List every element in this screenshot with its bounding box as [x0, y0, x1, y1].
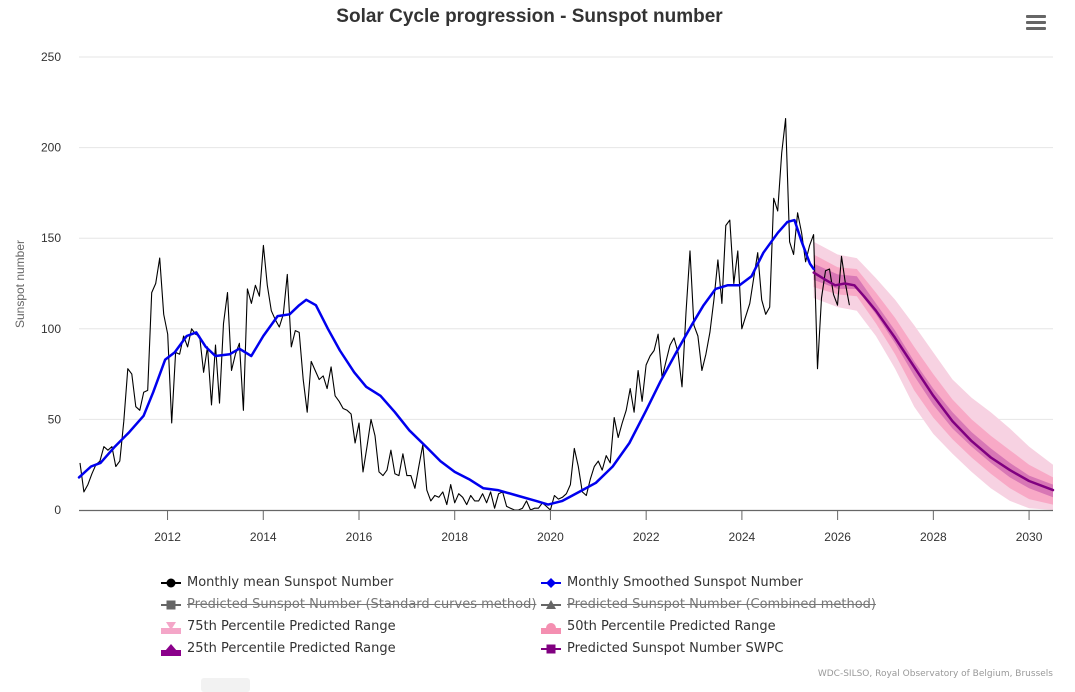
- x-tick-label: 2024: [729, 530, 756, 544]
- hamburger-menu-icon-bar: [1026, 21, 1046, 24]
- legend-label: 50th Percentile Predicted Range: [567, 619, 776, 634]
- area-triangle-up-icon: [160, 641, 182, 657]
- line-triangle-marker-icon: [540, 597, 562, 613]
- hamburger-menu-icon-bar: [1026, 15, 1046, 18]
- y-tick-label: 50: [48, 412, 62, 426]
- legend-label: 75th Percentile Predicted Range: [187, 619, 396, 634]
- chart-legend: Monthly mean Sunspot Number Monthly Smoot…: [0, 573, 1075, 663]
- legend-label: Monthly Smoothed Sunspot Number: [567, 575, 803, 590]
- navigation-button[interactable]: [201, 678, 250, 692]
- y-tick-label: 150: [41, 231, 61, 245]
- chart-context-menu-button[interactable]: [1022, 10, 1050, 36]
- legend-item[interactable]: Monthly mean Sunspot Number: [160, 573, 393, 593]
- x-tick-label: 2018: [441, 530, 468, 544]
- x-tick-label: 2020: [537, 530, 564, 544]
- series-lines: [77, 118, 1055, 511]
- prediction-ranges: [813, 241, 1053, 511]
- prediction-range-25th: [813, 263, 1053, 498]
- legend-item[interactable]: Predicted Sunspot Number (Standard curve…: [160, 595, 536, 615]
- line-square-marker-icon: [540, 641, 562, 657]
- area-triangle-down-icon: [160, 619, 182, 635]
- chart-credits[interactable]: WDC-SILSO, Royal Observatory of Belgium,…: [817, 669, 1053, 679]
- x-tick-label: 2016: [346, 530, 373, 544]
- chart-plot: 0 50 100 150 200 250 2012 2014 2016 2018 2020 2022…: [13, 50, 1055, 544]
- legend-item[interactable]: 75th Percentile Predicted Range: [160, 617, 396, 637]
- y-axis-label: Sunspot number: [13, 240, 27, 328]
- y-tick-label: 100: [41, 322, 61, 336]
- legend-item[interactable]: Predicted Sunspot Number SWPC: [540, 639, 783, 659]
- line-square-marker-icon: [160, 597, 182, 613]
- x-tick-label: 2012: [154, 530, 181, 544]
- hamburger-menu-icon-bar: [1026, 27, 1046, 30]
- y-tick-label: 200: [41, 141, 61, 155]
- legend-item[interactable]: Predicted Sunspot Number (Combined metho…: [540, 595, 876, 615]
- y-tick-label: 250: [41, 50, 61, 64]
- chart-title: Solar Cycle progression - Sunspot number: [336, 6, 723, 27]
- x-axis-ticks: 2012 2014 2016 2018 2020 2022 2024 2026 2028 2030: [154, 510, 1043, 544]
- x-tick-label: 2014: [250, 530, 277, 544]
- y-tick-label: 0: [54, 503, 61, 517]
- x-tick-label: 2028: [920, 530, 947, 544]
- legend-item[interactable]: Monthly Smoothed Sunspot Number: [540, 573, 803, 593]
- monthly-mean-line: [79, 118, 850, 511]
- legend-item[interactable]: 50th Percentile Predicted Range: [540, 617, 776, 637]
- prediction-range-50th: [813, 254, 1053, 505]
- area-circle-icon: [540, 619, 562, 635]
- swpc-prediction-line: [812, 271, 1055, 492]
- line-circle-marker-icon: [160, 575, 182, 591]
- legend-label: Predicted Sunspot Number (Standard curve…: [187, 597, 537, 612]
- legend-label: Predicted Sunspot Number SWPC: [567, 641, 784, 656]
- legend-label: 25th Percentile Predicted Range: [187, 641, 396, 656]
- x-tick-label: 2022: [633, 530, 660, 544]
- smoothed-line: [77, 218, 815, 506]
- x-tick-label: 2030: [1016, 530, 1043, 544]
- line-diamond-marker-icon: [540, 575, 562, 591]
- legend-item[interactable]: 25th Percentile Predicted Range: [160, 639, 396, 659]
- legend-label: Predicted Sunspot Number (Combined metho…: [567, 597, 876, 612]
- legend-label: Monthly mean Sunspot Number: [187, 575, 394, 590]
- x-tick-label: 2026: [824, 530, 851, 544]
- y-axis-ticks: 0 50 100 150 200 250: [41, 50, 61, 517]
